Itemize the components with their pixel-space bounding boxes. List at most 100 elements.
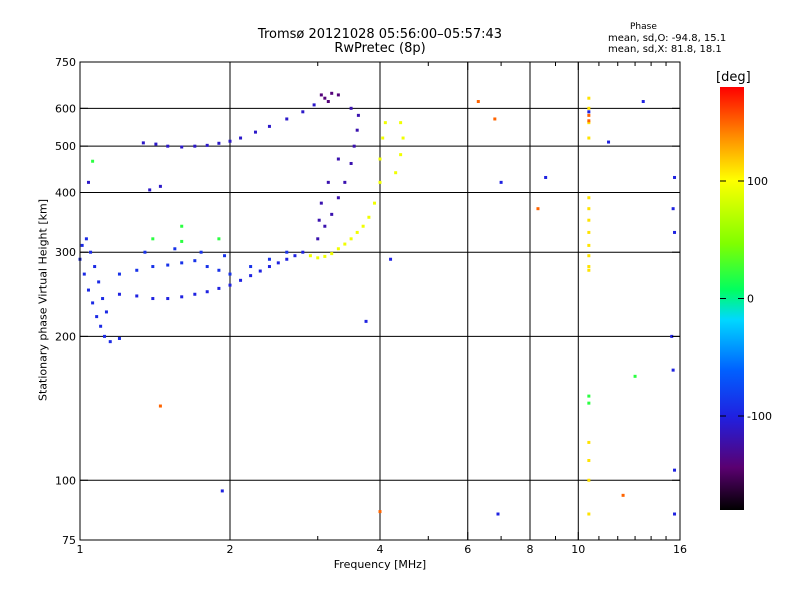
x-tick-label: 10 xyxy=(571,543,585,556)
phase-stats-o: mean, sd,O: -94.8, 15.1 xyxy=(608,33,727,44)
data-point xyxy=(323,224,327,228)
data-point xyxy=(476,100,480,104)
data-point xyxy=(356,113,360,117)
data-point xyxy=(285,250,289,254)
data-point xyxy=(383,121,387,125)
x-tick-label: 6 xyxy=(464,543,471,556)
data-point xyxy=(587,96,591,100)
data-point xyxy=(217,268,221,272)
colorbar-tick-label: -100 xyxy=(747,410,772,423)
data-point xyxy=(143,250,147,254)
data-point xyxy=(239,278,243,282)
data-point xyxy=(536,207,540,211)
colorbar-unit-label: [deg] xyxy=(716,70,751,85)
data-point xyxy=(135,294,139,298)
data-point xyxy=(352,144,356,148)
data-point xyxy=(180,261,184,265)
data-point xyxy=(308,254,312,258)
data-point xyxy=(381,136,385,140)
data-point xyxy=(378,510,382,514)
data-point xyxy=(135,268,139,272)
y-tick-label: 300 xyxy=(55,246,76,259)
data-point xyxy=(361,224,365,228)
data-point xyxy=(587,440,591,444)
x-tick-label: 4 xyxy=(377,543,384,556)
data-point xyxy=(141,141,145,145)
y-tick-label: 600 xyxy=(55,102,76,115)
data-point xyxy=(323,96,327,100)
data-point xyxy=(104,310,108,314)
data-point xyxy=(326,180,330,184)
y-tick-label: 400 xyxy=(55,186,76,199)
data-point xyxy=(671,368,675,372)
data-point xyxy=(587,207,591,211)
data-point xyxy=(399,121,403,125)
data-point xyxy=(401,136,405,140)
data-point xyxy=(285,117,289,121)
data-point xyxy=(336,196,340,200)
data-point xyxy=(355,230,359,234)
data-point xyxy=(205,290,209,294)
x-tick-label: 8 xyxy=(527,543,534,556)
data-point xyxy=(91,301,95,305)
data-point xyxy=(276,261,280,265)
y-tick-label: 100 xyxy=(55,474,76,487)
y-tick-label: 75 xyxy=(62,534,76,547)
data-point xyxy=(587,106,591,110)
data-point xyxy=(349,106,353,110)
data-point xyxy=(117,336,121,340)
chart-title: Tromsø 20121028 05:56:00–05:57:43 xyxy=(257,27,503,42)
data-point xyxy=(394,171,398,175)
data-point xyxy=(587,268,591,272)
data-point xyxy=(193,259,197,263)
data-point xyxy=(355,128,359,132)
data-point xyxy=(587,254,591,258)
data-point xyxy=(587,394,591,398)
data-point xyxy=(180,239,184,243)
data-point xyxy=(217,237,221,241)
data-point xyxy=(312,103,316,107)
data-point xyxy=(151,237,155,241)
data-point xyxy=(166,297,170,301)
data-point xyxy=(378,157,382,161)
data-point xyxy=(228,283,232,287)
data-point xyxy=(399,153,403,157)
data-point xyxy=(389,257,393,261)
data-point xyxy=(316,256,320,260)
data-point xyxy=(587,218,591,222)
data-points xyxy=(78,91,677,516)
data-point xyxy=(166,263,170,267)
grid-lines xyxy=(80,62,680,540)
data-point xyxy=(180,145,184,149)
data-point xyxy=(173,247,177,251)
data-point xyxy=(180,224,184,228)
colorbar-tick-label: 0 xyxy=(747,293,754,306)
data-point xyxy=(151,297,155,301)
data-point xyxy=(249,265,253,269)
data-point xyxy=(101,297,105,301)
phase-stats-x: mean, sd,X: 81.8, 18.1 xyxy=(608,44,722,55)
data-point xyxy=(670,334,674,338)
data-point xyxy=(217,286,221,290)
data-point xyxy=(220,489,224,493)
data-point xyxy=(587,401,591,405)
data-point xyxy=(641,100,645,104)
data-point xyxy=(317,218,321,222)
data-point xyxy=(496,512,500,516)
data-point xyxy=(205,265,209,269)
data-point xyxy=(193,144,197,148)
data-point xyxy=(91,159,95,163)
data-point xyxy=(330,91,334,95)
data-point xyxy=(148,188,152,192)
data-point xyxy=(86,180,90,184)
data-point xyxy=(587,136,591,140)
data-point xyxy=(587,110,591,114)
data-point xyxy=(95,315,99,319)
data-point xyxy=(223,254,227,258)
data-point xyxy=(587,119,591,123)
data-point xyxy=(587,512,591,516)
data-point xyxy=(323,254,327,258)
data-point xyxy=(89,250,93,254)
data-point xyxy=(293,254,297,258)
